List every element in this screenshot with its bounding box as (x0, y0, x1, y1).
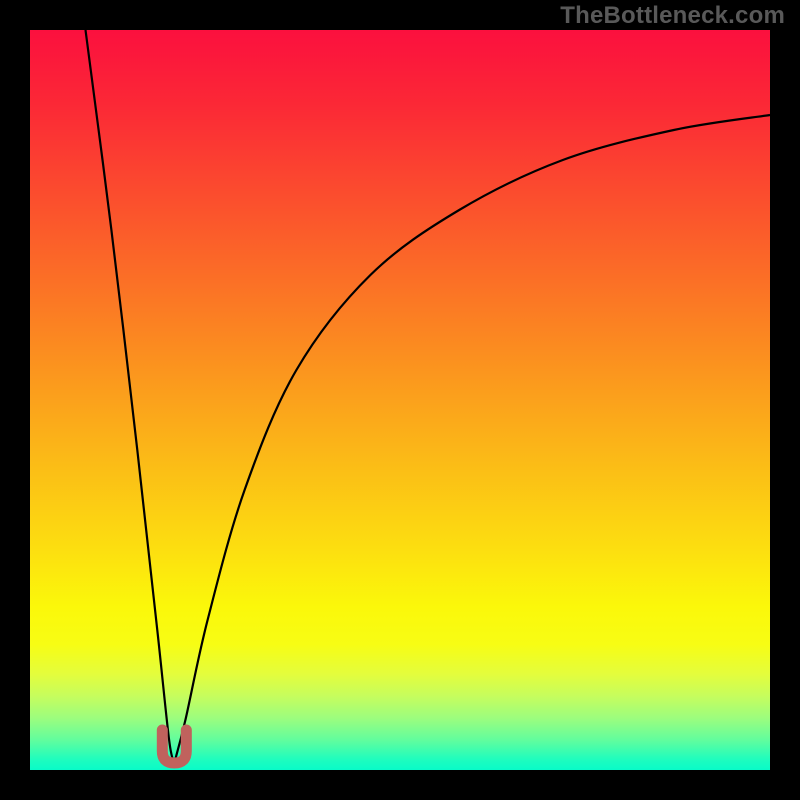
chart-svg (0, 0, 800, 800)
chart-frame: TheBottleneck.com (0, 0, 800, 800)
plot-background-gradient (30, 30, 770, 770)
watermark-text: TheBottleneck.com (560, 2, 785, 30)
